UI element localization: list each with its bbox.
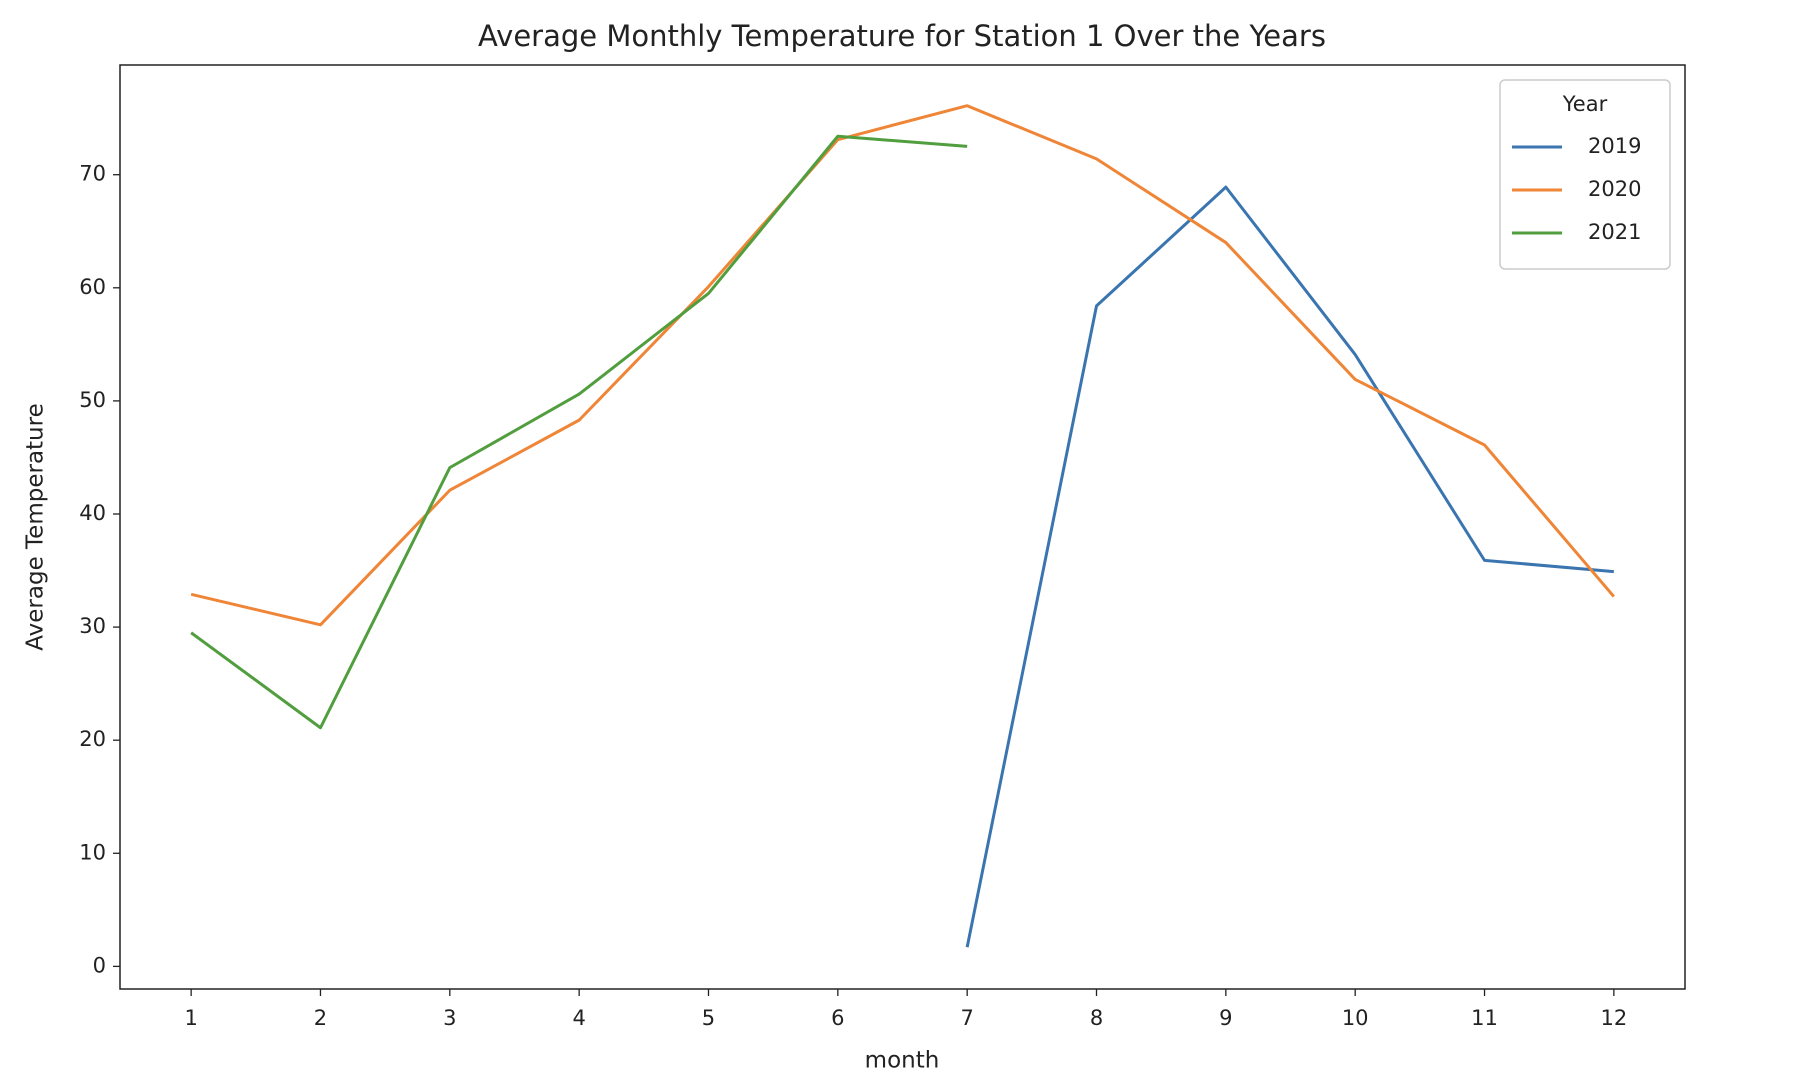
legend-label: 2020 xyxy=(1588,177,1641,201)
x-tick-label: 2 xyxy=(314,1006,327,1030)
x-tick-label: 12 xyxy=(1600,1006,1627,1030)
plot-frame xyxy=(119,64,1686,990)
y-tick-label: 20 xyxy=(79,727,106,751)
x-tick-label: 6 xyxy=(831,1006,844,1030)
x-tick-label: 4 xyxy=(572,1006,585,1030)
y-tick-label: 70 xyxy=(79,162,106,186)
legend-label: 2019 xyxy=(1588,134,1641,158)
x-axis-label: month xyxy=(865,1048,940,1074)
x-tick-label: 10 xyxy=(1342,1006,1369,1030)
x-tick-label: 1 xyxy=(184,1006,197,1030)
y-tick-label: 40 xyxy=(79,501,106,525)
x-tick-label: 8 xyxy=(1090,1006,1103,1030)
x-tick-label: 7 xyxy=(960,1006,973,1030)
legend-title: Year xyxy=(1562,92,1608,116)
y-tick-label: 60 xyxy=(79,275,106,299)
line-series xyxy=(965,185,1614,948)
legend: Year 2019 2020 2021 xyxy=(1499,79,1671,270)
x-tick-label: 11 xyxy=(1471,1006,1498,1030)
line-series xyxy=(190,134,968,730)
legend-label: 2021 xyxy=(1588,220,1641,244)
y-tick-label: 30 xyxy=(79,614,106,638)
y-axis-label: Average Temperature xyxy=(23,403,49,650)
chart-title: Average Monthly Temperature for Station … xyxy=(478,19,1326,53)
y-tick-label: 10 xyxy=(79,840,106,864)
legend-box xyxy=(1499,79,1671,270)
x-tick-label: 9 xyxy=(1219,1006,1232,1030)
y-tick-label: 0 xyxy=(93,953,106,977)
y-tick-label: 50 xyxy=(79,388,106,412)
x-tick-label: 3 xyxy=(443,1006,456,1030)
x-tick-label: 5 xyxy=(702,1006,715,1030)
line-series xyxy=(190,104,1616,627)
